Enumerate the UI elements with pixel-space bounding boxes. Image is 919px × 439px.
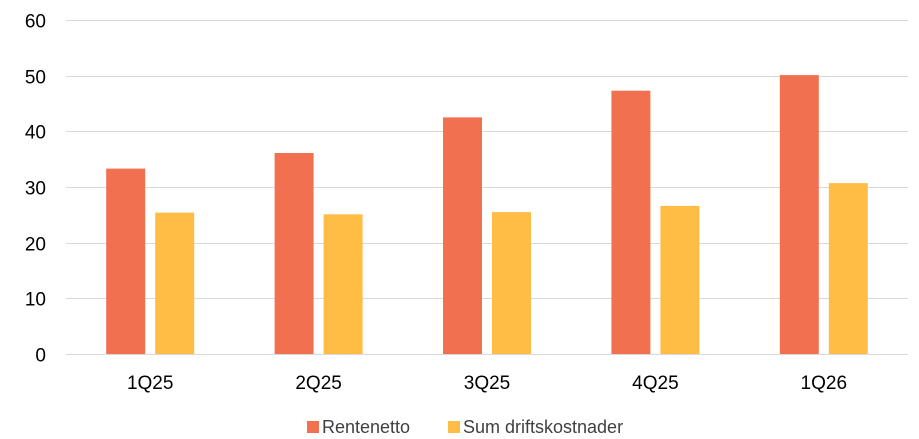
legend-swatch-rentenetto [307, 421, 319, 433]
y-tick-label-10: 10 [25, 290, 46, 311]
bar-rentenetto-1q26 [779, 75, 819, 354]
legend: Rentenetto Sum driftskostnader [307, 417, 623, 437]
bar-rentenetto-4q25 [611, 90, 651, 354]
x-tick-label-2q25: 2Q25 [295, 373, 341, 394]
bar-sum-driftskostnader-3q25 [492, 212, 531, 354]
x-tick-label-1q26: 1Q26 [801, 373, 847, 394]
bar-sum-driftskostnader-2q25 [323, 214, 363, 354]
y-tick-label-30: 30 [25, 179, 46, 200]
legend-swatch-sum-driftskostnader [448, 421, 460, 433]
bar-rentenetto-2q25 [274, 153, 314, 354]
bars [106, 75, 868, 355]
y-tick-label-20: 20 [25, 235, 46, 256]
y-tick-label-50: 50 [25, 68, 46, 89]
bar-rentenetto-3q25 [443, 117, 482, 355]
x-axis-tick-labels: 1Q25 2Q25 3Q25 4Q25 1Q26 [127, 373, 847, 394]
y-tick-label-0: 0 [35, 346, 46, 367]
x-tick-label-1q25: 1Q25 [127, 373, 173, 394]
bar-sum-driftskostnader-4q25 [660, 205, 700, 354]
bar-sum-driftskostnader-1q25 [155, 212, 195, 354]
x-tick-label-3q25: 3Q25 [464, 373, 510, 394]
gridlines [66, 20, 908, 355]
y-axis-tick-labels: 0 10 20 30 40 50 60 [25, 12, 46, 367]
y-tick-label-60: 60 [25, 12, 46, 33]
legend-label-rentenetto: Rentenetto [322, 417, 410, 437]
x-tick-label-4q25: 4Q25 [632, 373, 678, 394]
bar-rentenetto-1q25 [106, 168, 146, 354]
legend-label-sum-driftskostnader: Sum driftskostnader [463, 417, 623, 437]
y-tick-label-40: 40 [25, 123, 46, 144]
bar-sum-driftskostnader-1q26 [828, 183, 868, 354]
